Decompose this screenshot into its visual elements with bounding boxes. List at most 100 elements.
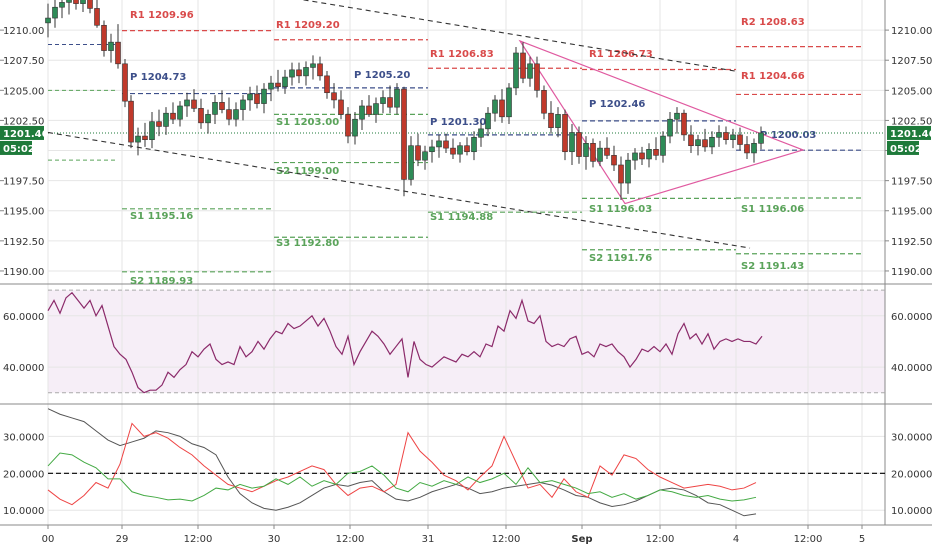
dmi-layer [47, 408, 885, 517]
pivot-levels-layer: R1 1209.96 P 1204.73 S1 1195.16 S2 1189.93 R… [48, 10, 885, 287]
candle-body-45 [359, 105, 365, 120]
candle-55 [429, 139, 435, 163]
price-right-tick-label-8: 1190.00 [891, 267, 932, 278]
pivot-level-label-13: P 1202.46 [589, 99, 645, 110]
candle-body-47 [373, 103, 379, 115]
candle-45 [359, 99, 365, 131]
candle-96 [716, 125, 722, 147]
candle-43 [345, 107, 351, 144]
rsi-right-tick-label-0: 60.0000 [891, 312, 932, 323]
candle-63 [485, 107, 491, 137]
candle-body-23 [205, 114, 211, 124]
candle-2 [59, 0, 65, 19]
candle-59 [457, 142, 463, 163]
pivot-level-label-18: P 1200.03 [760, 130, 816, 141]
candle-body-72 [548, 112, 554, 128]
candle-21 [191, 89, 197, 112]
candle-body-78 [590, 143, 596, 162]
time-tick-label-9: 4 [733, 534, 739, 545]
price-right-tick-label-6: 1195.00 [891, 207, 932, 218]
pivot-level-label-4: R1 1209.20 [276, 20, 340, 31]
candle-13 [135, 127, 141, 156]
time-tick-label-8: 12:00 [646, 534, 675, 545]
candle-99 [737, 127, 743, 151]
pivot-level-label-16: R2 1208.63 [741, 17, 805, 28]
candle-92 [688, 125, 694, 153]
candle-body-94 [702, 139, 708, 148]
candle-62 [478, 122, 484, 147]
candle-68 [520, 42, 526, 84]
pivot-level-label-19: S1 1196.06 [741, 204, 804, 215]
price-left-tick-label-2: 1205.00 [3, 86, 44, 97]
candle-54 [422, 145, 428, 170]
candle-53 [415, 133, 421, 167]
candle-87 [653, 137, 659, 161]
candle-73 [555, 107, 561, 138]
candle-body-17 [163, 112, 169, 127]
candle-56 [436, 134, 442, 158]
candle-body-80 [604, 147, 610, 156]
rsi-layer [47, 289, 885, 394]
candle-body-42 [338, 99, 344, 115]
candle-95 [709, 131, 715, 155]
candle-23 [205, 109, 211, 134]
candle-body-92 [688, 134, 694, 147]
candle-31 [261, 83, 267, 114]
candle-body-97 [723, 132, 729, 140]
candle-4 [73, 0, 79, 10]
candle-46 [366, 95, 372, 117]
pivot-level-label-6: S1 1203.00 [276, 117, 339, 128]
pivot-level-label-14: S1 1196.03 [589, 204, 652, 215]
candle-body-2 [59, 2, 65, 8]
candle-body-66 [506, 87, 512, 118]
candle-body-15 [149, 121, 155, 140]
candle-84 [632, 148, 638, 170]
candle-91 [681, 109, 687, 141]
candle-body-26 [226, 109, 232, 120]
candle-52 [408, 136, 414, 186]
candle-body-54 [422, 151, 428, 161]
dmi-series-line-0 [47, 408, 757, 517]
candle-body-81 [611, 155, 617, 166]
candle-body-30 [254, 93, 260, 104]
pivot-level-label-9: R1 1206.83 [430, 49, 494, 60]
candle-5 [80, 0, 86, 13]
dmi-series-line-2 [47, 452, 757, 502]
candle-body-21 [191, 99, 197, 109]
candle-22 [198, 98, 204, 129]
candle-9 [108, 33, 114, 63]
candle-body-86 [646, 149, 652, 160]
candle-body-31 [261, 88, 267, 104]
triangle-pattern [518, 39, 805, 205]
trend-line-0 [47, 131, 751, 249]
last-price-value-left: 1201.46 [3, 129, 49, 140]
candle-body-5 [80, 0, 86, 4]
time-tick-label-11: 5 [859, 534, 865, 545]
candle-70 [534, 56, 540, 98]
price-left-tick-label-3: 1202.50 [3, 116, 44, 127]
price-left-tick-label-8: 1190.00 [3, 267, 44, 278]
candle-77 [583, 136, 589, 170]
candle-20 [184, 92, 190, 117]
candle-body-27 [233, 109, 239, 120]
candle-body-39 [317, 63, 323, 77]
candle-67 [513, 46, 519, 96]
candle-body-18 [170, 112, 176, 120]
candle-body-1 [52, 6, 58, 19]
time-tick-label-2: 12:00 [184, 534, 213, 545]
candle-69 [527, 56, 533, 87]
candle-41 [331, 83, 337, 109]
candle-body-88 [660, 135, 666, 156]
axes-layer: 1210.00 1210.00 1207.50 1207.50 1205.00 1205.… [0, 26, 932, 545]
candle-15 [149, 111, 155, 149]
candle-64 [492, 95, 498, 122]
candle-body-6 [87, 0, 93, 9]
candle-body-93 [695, 139, 701, 147]
candle-body-41 [331, 92, 337, 101]
candle-34 [282, 69, 288, 94]
candle-25 [219, 90, 225, 114]
candle-58 [450, 138, 456, 159]
candle-57 [443, 133, 449, 153]
countdown-badge-left [0, 140, 32, 155]
candle-35 [289, 62, 295, 86]
